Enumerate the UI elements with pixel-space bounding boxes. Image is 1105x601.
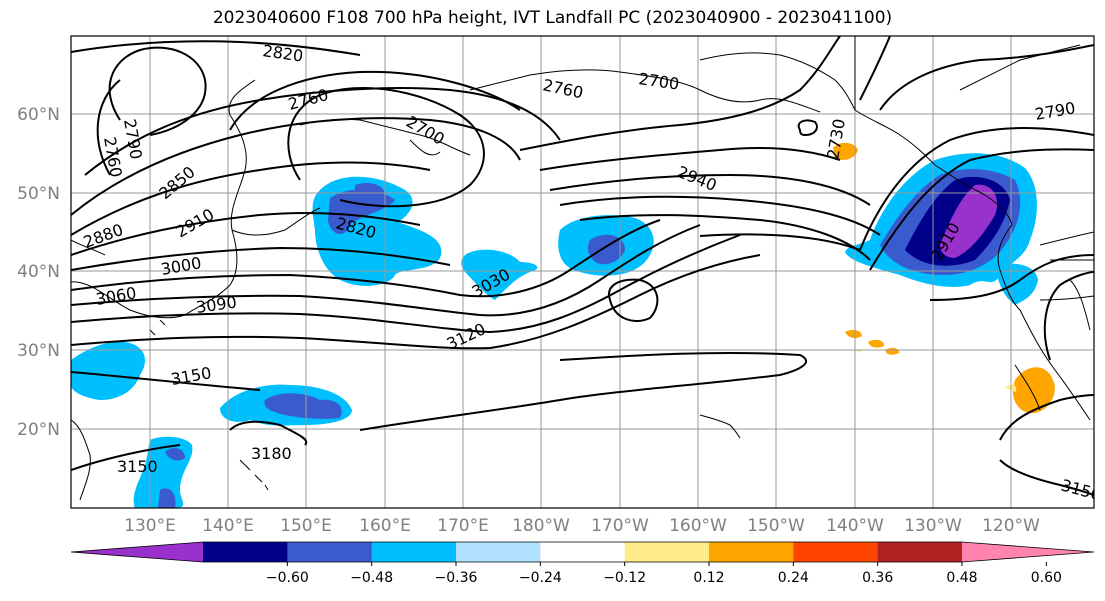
colorbar-segment: [877, 542, 963, 562]
colorbar-segment: [624, 542, 710, 562]
colorbar-tick-label: 0.60: [1031, 570, 1062, 586]
colorbar-tick-label: −0.36: [435, 570, 478, 586]
longitude-labels: 130°E 140°E 150°E 160°E 170°E 180°W 170°…: [124, 516, 1040, 536]
colorbar-tick-label: 0.24: [778, 570, 809, 586]
colorbar-tick-label: −0.48: [350, 570, 393, 586]
colorbar-tick-label: −0.60: [266, 570, 309, 586]
lon-label: 170°W: [591, 516, 649, 536]
colorbar-extend-low: [71, 542, 203, 562]
colorbar-segment: [287, 542, 373, 562]
lon-label: 150°W: [747, 516, 805, 536]
lon-label: 130°E: [124, 516, 176, 536]
colorbar-tick-label: 0.48: [946, 570, 977, 586]
colorbar-segment: [456, 542, 541, 562]
colorbar-segment: [540, 542, 626, 562]
lon-label: 140°E: [202, 516, 254, 536]
colorbar-tick-label: 0.36: [862, 570, 893, 586]
lon-label: 150°E: [280, 516, 332, 536]
ivt-shading: [71, 142, 1055, 508]
lon-label: 160°E: [359, 516, 411, 536]
lat-label: 30°N: [17, 341, 60, 361]
lon-label: 130°W: [904, 516, 962, 536]
colorbar-tick-label: −0.12: [603, 570, 646, 586]
height-contours: [71, 36, 1094, 496]
colorbar-segment: [371, 542, 457, 562]
contour-label: 3180: [251, 444, 292, 463]
colorbar-segment: [203, 542, 288, 562]
lat-label: 20°N: [17, 420, 60, 440]
map-title: 2023040600 F108 700 hPa height, IVT Land…: [212, 8, 893, 28]
colorbar-segment: [709, 542, 794, 562]
lon-label: 180°W: [512, 516, 570, 536]
lat-label: 50°N: [17, 184, 60, 204]
latitude-labels: 60°N 50°N 40°N 30°N 20°N: [17, 105, 60, 440]
colorbar-extend-high: [962, 542, 1094, 562]
ivt-region-central: [461, 249, 538, 300]
lon-label: 120°W: [982, 516, 1040, 536]
colorbar-segment: [793, 542, 879, 562]
colorbar-outline: [70, 541, 1095, 563]
colorbar-tick-label: 0.12: [693, 570, 724, 586]
colorbar: −0.60 −0.48 −0.36 −0.24 −0.12 0.12 0.24 0.36 0.4…: [70, 541, 1095, 586]
lon-label: 160°W: [669, 516, 727, 536]
map-border: [70, 35, 1095, 509]
lat-label: 40°N: [17, 262, 60, 282]
lon-label: 170°E: [437, 516, 489, 536]
lat-label: 60°N: [17, 105, 60, 125]
contour-label: 3150: [117, 457, 158, 476]
lon-label: 140°W: [826, 516, 884, 536]
colorbar-tick-label: −0.24: [519, 570, 562, 586]
